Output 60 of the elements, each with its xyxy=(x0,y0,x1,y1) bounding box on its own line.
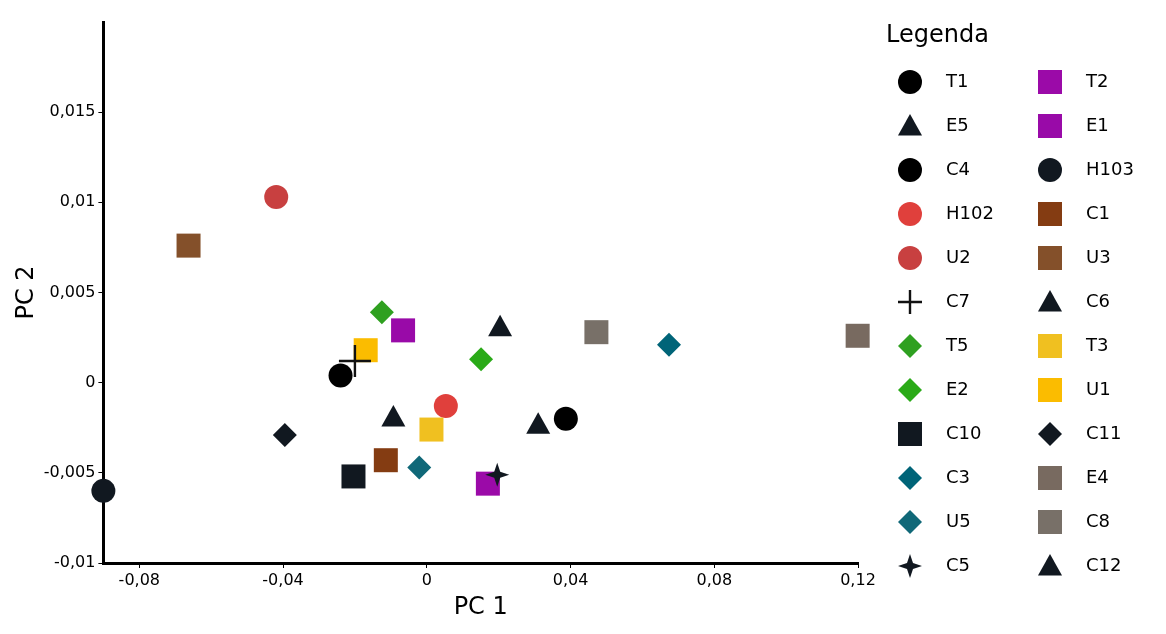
point xyxy=(272,422,297,447)
legend-label: C12 xyxy=(1086,553,1122,575)
legend-label: T3 xyxy=(1085,333,1109,355)
y-axis-title: PC 2 xyxy=(10,265,39,320)
legend-label: H102 xyxy=(946,201,994,223)
legend-label: U1 xyxy=(1086,377,1111,399)
legend-label: C11 xyxy=(1086,421,1122,443)
legend-label: E5 xyxy=(946,113,969,135)
legend-label: C5 xyxy=(946,553,971,575)
y-tick-label: 0 xyxy=(85,371,96,391)
point xyxy=(526,412,551,434)
x-tick-label: -0,08 xyxy=(118,569,161,589)
point xyxy=(584,320,609,345)
x-tick-label: 0 xyxy=(421,569,432,589)
y-tick-label: -0,01 xyxy=(53,552,96,572)
legend-label: C4 xyxy=(946,157,971,179)
y-tick-label: 0,015 xyxy=(49,101,96,121)
point xyxy=(485,462,510,487)
legend-label: U5 xyxy=(946,509,971,531)
legend-label: C8 xyxy=(1086,509,1111,531)
x-tick-label: 0,08 xyxy=(696,569,733,589)
legend-label: H103 xyxy=(1086,157,1134,179)
point xyxy=(176,233,201,258)
legend-label: E1 xyxy=(1086,113,1109,135)
point xyxy=(419,417,444,442)
legend-title: Legenda xyxy=(886,20,989,49)
legend-label: T2 xyxy=(1085,69,1109,91)
legend-label: C6 xyxy=(1086,289,1111,311)
y-tick-label: 0,005 xyxy=(49,281,96,301)
point xyxy=(91,478,116,503)
x-tick-label: 0,12 xyxy=(840,569,876,589)
point xyxy=(407,455,432,480)
point xyxy=(656,332,681,357)
y-tick-label: -0,005 xyxy=(43,461,96,481)
y-tick-label: 0,01 xyxy=(59,191,96,211)
legend-label: T1 xyxy=(945,69,969,91)
legend-label: C7 xyxy=(946,289,971,311)
point xyxy=(469,347,494,372)
x-axis-title: PC 1 xyxy=(453,591,508,620)
point xyxy=(845,323,870,348)
legend-label: E2 xyxy=(946,377,969,399)
point xyxy=(264,184,289,209)
legend-label: C10 xyxy=(946,421,982,443)
point xyxy=(381,404,406,427)
x-tick-label: -0,04 xyxy=(262,569,304,589)
legend-label: C1 xyxy=(1086,201,1111,223)
point xyxy=(328,363,353,388)
point xyxy=(341,464,366,489)
legend-label: U3 xyxy=(1086,245,1111,267)
legend-label: U2 xyxy=(946,245,971,267)
x-tick-label: 0,04 xyxy=(552,569,589,589)
point xyxy=(369,300,394,325)
point xyxy=(373,448,398,473)
legend-label: T5 xyxy=(945,333,969,355)
point xyxy=(391,318,416,343)
point xyxy=(553,406,578,431)
legend-label: C3 xyxy=(946,465,971,487)
legend-label: E4 xyxy=(1086,465,1109,487)
point xyxy=(488,314,513,337)
point xyxy=(433,394,458,419)
